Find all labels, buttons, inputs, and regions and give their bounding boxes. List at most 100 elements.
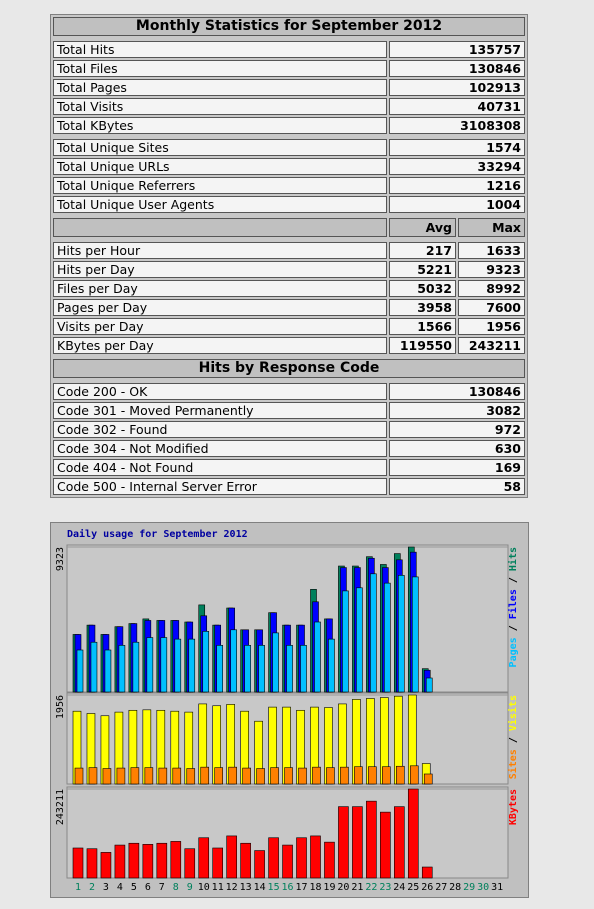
row-label: Total KBytes xyxy=(53,117,387,134)
x-tick-label: 17 xyxy=(295,882,307,893)
bar xyxy=(328,638,335,693)
legend: Pages / Files / Hits xyxy=(507,547,519,667)
bar xyxy=(352,806,363,879)
y-tick-label: 9323 xyxy=(55,547,66,571)
legend-separator: / xyxy=(508,571,519,589)
row-avg: 1566 xyxy=(389,318,456,335)
row-label: Files per Day xyxy=(53,280,387,297)
x-tick-label: 14 xyxy=(254,882,266,893)
row-value: 130846 xyxy=(389,60,525,77)
bar xyxy=(425,677,433,693)
row-label: Code 304 - Not Modified xyxy=(53,440,387,457)
row-label: Total Visits xyxy=(53,98,387,115)
daily-usage-chart: Daily usage for September 2012 9323Pages… xyxy=(50,522,529,898)
table-row: Code 500 - Internal Server Error 58 xyxy=(53,478,525,495)
row-label: Total Hits xyxy=(53,41,387,58)
table-row: Hits per Hour 217 1633 xyxy=(53,242,525,259)
bar xyxy=(86,848,98,879)
bar xyxy=(326,767,335,785)
bar xyxy=(202,631,210,693)
x-tick-label: 10 xyxy=(198,882,210,893)
spacer xyxy=(53,239,525,240)
bar xyxy=(88,767,98,785)
x-tick-label: 12 xyxy=(226,882,238,893)
legend-entry: Hits xyxy=(507,547,519,571)
row-value: 3082 xyxy=(389,402,525,419)
bar xyxy=(212,847,223,879)
row-value: 33294 xyxy=(389,158,525,175)
legend-entry: KBytes xyxy=(508,789,519,825)
x-tick-label: 16 xyxy=(282,882,294,893)
bar xyxy=(312,766,321,785)
x-tick-label: 31 xyxy=(491,882,503,893)
bar xyxy=(396,765,405,785)
row-label: Hits per Day xyxy=(53,261,387,278)
row-label: Hits per Hour xyxy=(53,242,387,259)
x-tick-label: 15 xyxy=(268,882,280,893)
row-value: 1216 xyxy=(389,177,525,194)
bar xyxy=(146,637,154,693)
x-tick-label: 21 xyxy=(351,882,363,893)
header-blank xyxy=(53,218,387,237)
bar xyxy=(90,641,98,693)
row-label: Total Unique URLs xyxy=(53,158,387,175)
table-row xyxy=(53,38,525,39)
y-tick-label: 1956 xyxy=(55,695,66,719)
bar xyxy=(228,766,237,785)
table-row xyxy=(53,215,525,216)
row-label: Total Unique Referrers xyxy=(53,177,387,194)
bar xyxy=(216,645,223,693)
bar xyxy=(242,767,251,785)
bar xyxy=(324,841,335,879)
bar xyxy=(258,645,265,693)
x-tick-label: 7 xyxy=(159,882,165,893)
x-tick-label: 6 xyxy=(145,882,151,893)
row-max: 243211 xyxy=(458,337,525,354)
bar xyxy=(72,847,84,879)
row-label: Visits per Day xyxy=(53,318,387,335)
x-tick-label: 5 xyxy=(131,882,137,893)
bar xyxy=(184,848,196,879)
x-tick-label: 30 xyxy=(477,882,489,893)
table-row: Code 302 - Found 972 xyxy=(53,421,525,438)
table-row xyxy=(53,239,525,240)
bar xyxy=(114,844,126,879)
row-label: Total Pages xyxy=(53,79,387,96)
bar xyxy=(298,767,307,785)
x-tick-label: 29 xyxy=(463,882,475,893)
bar xyxy=(370,573,377,693)
bar xyxy=(160,637,168,693)
row-value: 630 xyxy=(389,440,525,457)
row-value: 1574 xyxy=(389,139,525,156)
x-tick-label: 25 xyxy=(407,882,419,893)
table-row: Code 200 - OK 130846 xyxy=(53,383,525,400)
bar xyxy=(230,629,237,693)
bar xyxy=(130,767,140,785)
bar xyxy=(174,638,182,693)
bar xyxy=(104,649,112,693)
spacer xyxy=(53,38,525,39)
bar xyxy=(186,768,196,785)
row-label: Code 404 - Not Found xyxy=(53,459,387,476)
bar xyxy=(240,842,251,879)
bar xyxy=(286,645,293,693)
row-label: KBytes per Day xyxy=(53,337,387,354)
row-value: 1004 xyxy=(389,196,525,213)
x-tick-label: 20 xyxy=(337,882,349,893)
spacer xyxy=(53,215,525,216)
table-row: Total Visits 40731 xyxy=(53,98,525,115)
bar xyxy=(382,766,391,785)
row-label: Total Unique User Agents xyxy=(53,196,387,213)
table-row: Total Unique URLs 33294 xyxy=(53,158,525,175)
table-row: Code 304 - Not Modified 630 xyxy=(53,440,525,457)
bar xyxy=(172,767,182,785)
row-label: Code 302 - Found xyxy=(53,421,387,438)
table-row: Monthly Statistics for September 2012 xyxy=(53,17,525,36)
row-value: 102913 xyxy=(389,79,525,96)
bar xyxy=(282,844,293,879)
row-value: 58 xyxy=(389,478,525,495)
table-row: Total KBytes 3108308 xyxy=(53,117,525,134)
bar xyxy=(132,641,140,693)
table-row: Pages per Day 3958 7600 xyxy=(53,299,525,316)
table-row: Total Pages 102913 xyxy=(53,79,525,96)
